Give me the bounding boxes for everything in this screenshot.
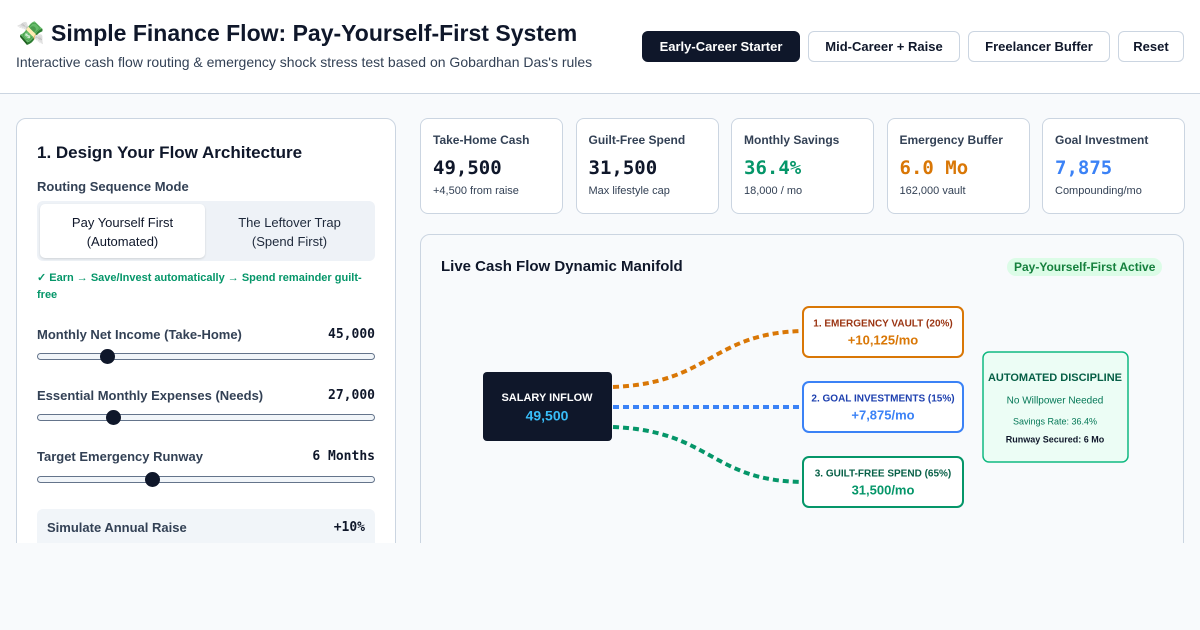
stat-note: +4,500 from raise bbox=[433, 185, 519, 197]
summary-title: AUTOMATED DISCIPLINE bbox=[988, 372, 1122, 384]
target-value: +7,875/mo bbox=[851, 407, 914, 422]
stat-value: 31,500 bbox=[588, 157, 658, 179]
slider-value: 6 Months bbox=[312, 449, 375, 464]
icon: 💸 bbox=[16, 20, 45, 46]
target-label: 2. GOAL INVESTMENTS (15%) bbox=[811, 394, 954, 405]
stat-note: 162,000 vault bbox=[899, 185, 966, 197]
reset-button[interactable]: Reset bbox=[1118, 31, 1184, 62]
target-value: +10,125/mo bbox=[848, 332, 919, 347]
flow-panel: Live Cash Flow Dynamic Manifold Pay-Your… bbox=[420, 234, 1184, 543]
design-panel: 1. Design Your Flow Architecture Routing… bbox=[16, 118, 396, 543]
stat-card: Emergency Buffer 6.0 Mo 162,000 vault bbox=[886, 118, 1030, 214]
subtitle: Interactive cash flow routing & emergenc… bbox=[16, 54, 593, 70]
stat-card: Goal Investment 7,875 Compounding/mo bbox=[1042, 118, 1185, 214]
flow-path bbox=[612, 329, 804, 389]
stat-label: Emergency Buffer bbox=[899, 133, 1003, 147]
stat-note: Max lifestyle cap bbox=[588, 185, 670, 197]
flow-title: Live Cash Flow Dynamic Manifold bbox=[441, 258, 683, 275]
slider-value: 45,000 bbox=[328, 327, 375, 342]
stat-value: 49,500 bbox=[433, 157, 502, 179]
target-node bbox=[802, 381, 964, 433]
preset-button[interactable]: Freelancer Buffer bbox=[968, 31, 1110, 62]
preset-button[interactable]: Early-Career Starter bbox=[642, 31, 800, 62]
slider-thumb[interactable] bbox=[100, 349, 115, 364]
target-value: 31,500/mo bbox=[852, 482, 915, 497]
mode-toggle: Pay Yourself First (Automated) The Lefto… bbox=[37, 201, 375, 261]
source-value: 49,500 bbox=[526, 408, 569, 424]
stat-value: 7,875 bbox=[1055, 157, 1113, 179]
title-text: Simple Finance Flow: Pay-Yourself-First … bbox=[51, 20, 578, 46]
raise-label: Simulate Annual Raise bbox=[47, 520, 187, 535]
target-node bbox=[802, 456, 964, 508]
stat-card: Take-Home Cash 49,500 +4,500 from raise bbox=[420, 118, 563, 214]
status-badge: Pay-Yourself-First Active bbox=[1007, 258, 1163, 276]
source-label: SALARY INFLOW bbox=[501, 392, 593, 404]
summary-node bbox=[982, 351, 1129, 463]
slider[interactable] bbox=[37, 410, 375, 425]
stat-label: Guilt-Free Spend bbox=[588, 133, 686, 147]
target-label: 3. GUILT-FREE SPEND (65%) bbox=[815, 469, 952, 480]
stat-value: 36.4% bbox=[744, 157, 802, 179]
title: 💸 Simple Finance Flow: Pay-Yourself-Firs… bbox=[16, 20, 577, 47]
slider-value: 27,000 bbox=[328, 388, 375, 403]
raise-value: +10% bbox=[333, 520, 365, 535]
mode-note: ✓ Earn → Save/Invest automatically → Spe… bbox=[37, 272, 362, 301]
stat-note: 18,000 / mo bbox=[744, 185, 803, 197]
slider[interactable] bbox=[37, 349, 375, 364]
summary-line: Savings Rate: 36.4% bbox=[1013, 416, 1097, 426]
summary-line: Runway Secured: 6 Mo bbox=[1006, 434, 1105, 444]
slider-thumb[interactable] bbox=[106, 410, 121, 425]
target-label: 1. EMERGENCY VAULT (20%) bbox=[813, 319, 952, 330]
preset-button[interactable]: Mid-Career + Raise bbox=[808, 31, 960, 62]
slider-label: Target Emergency Runway bbox=[37, 449, 203, 464]
raise-box: Simulate Annual Raise +10% bbox=[37, 509, 375, 543]
stat-card: Guilt-Free Spend 31,500 Max lifestyle cap bbox=[575, 118, 719, 214]
mode-label: Routing Sequence Mode bbox=[37, 179, 189, 194]
flow-path bbox=[612, 425, 804, 484]
stat-note: Compounding/mo bbox=[1055, 185, 1142, 197]
slider-label: Essential Monthly Expenses (Needs) bbox=[37, 388, 264, 403]
stat-card: Monthly Savings 36.4% 18,000 / mo bbox=[731, 118, 874, 214]
mode-option[interactable]: Pay Yourself First (Automated) bbox=[40, 204, 205, 258]
stat-label: Monthly Savings bbox=[744, 133, 840, 147]
source-node bbox=[483, 372, 612, 441]
slider-thumb[interactable] bbox=[145, 472, 160, 487]
target-node bbox=[802, 306, 964, 358]
flow-diagram: SALARY INFLOW 49,500 1. EMERGENCY VAULT … bbox=[483, 306, 1129, 508]
stat-value: 6.0 Mo bbox=[899, 157, 969, 179]
stat-label: Take-Home Cash bbox=[433, 133, 530, 147]
slider-label: Monthly Net Income (Take-Home) bbox=[37, 327, 242, 342]
main: 1. Design Your Flow Architecture Routing… bbox=[0, 94, 1200, 543]
mode-option[interactable]: The Leftover Trap (Spend First) bbox=[238, 215, 341, 249]
summary-line: No Willpower Needed bbox=[1007, 396, 1104, 407]
slider[interactable] bbox=[37, 472, 375, 487]
panel-title: 1. Design Your Flow Architecture bbox=[37, 143, 303, 162]
stat-label: Goal Investment bbox=[1055, 133, 1149, 147]
header: 💸 Simple Finance Flow: Pay-Yourself-Firs… bbox=[0, 0, 1200, 94]
